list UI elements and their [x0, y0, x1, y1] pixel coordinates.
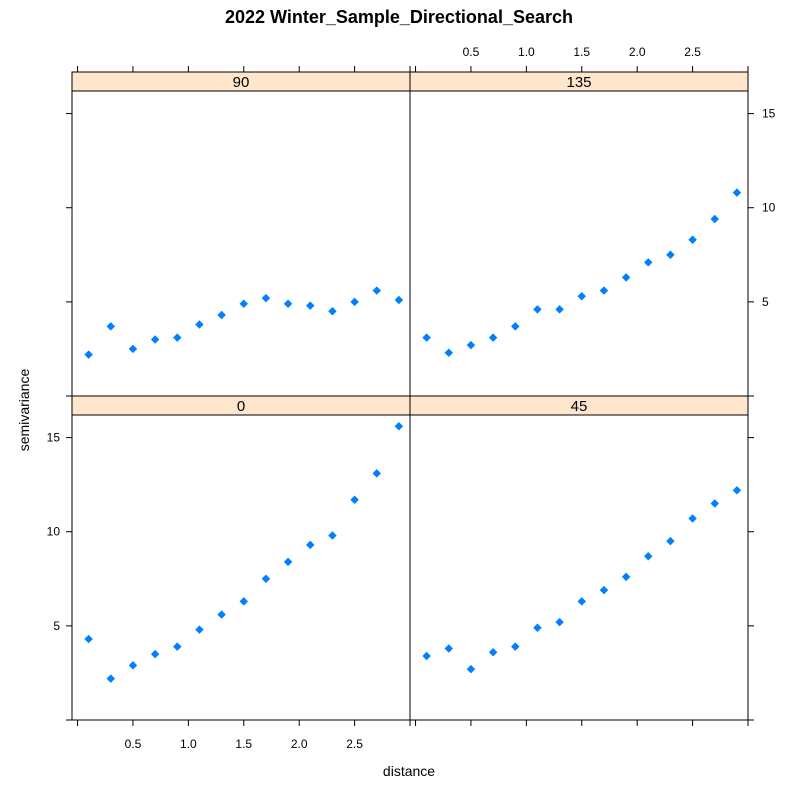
data-point — [732, 188, 742, 197]
x-tick-label: 1.0 — [518, 45, 535, 59]
panel-45: 45 — [409, 395, 749, 721]
data-point — [577, 597, 587, 606]
data-point — [422, 651, 431, 661]
strip-label: 135 — [566, 74, 591, 91]
data-point — [84, 634, 93, 644]
data-point — [195, 625, 204, 634]
data-point — [150, 649, 160, 659]
data-point — [128, 661, 138, 670]
data-point — [106, 322, 116, 331]
x-axis-label: distance — [383, 763, 435, 779]
data-point — [466, 664, 476, 674]
chart-title: 2022 Winter_Sample_Directional_Search — [225, 7, 573, 27]
data-point — [488, 333, 498, 342]
panel-frame — [409, 90, 749, 397]
x-tick-label: 2.0 — [291, 737, 308, 751]
data-point — [217, 610, 226, 619]
data-point — [306, 301, 315, 310]
data-point — [217, 310, 226, 320]
x-tick-label: 1.0 — [180, 737, 197, 751]
data-point — [666, 250, 675, 260]
panel-0: 0 — [71, 395, 411, 721]
x-tick-label: 0.5 — [125, 737, 142, 751]
data-point — [283, 299, 293, 308]
y-tick-label: 10 — [762, 201, 776, 215]
data-point — [621, 572, 631, 582]
data-point — [644, 551, 653, 561]
data-point — [666, 536, 675, 546]
panel-frame — [409, 414, 749, 721]
data-point — [150, 335, 160, 344]
strip-label: 0 — [237, 398, 245, 415]
data-point — [239, 597, 249, 606]
panel-90: 90 — [71, 71, 411, 397]
data-point — [511, 322, 520, 331]
data-point — [621, 273, 631, 282]
panel-frame — [71, 414, 411, 721]
data-point — [328, 531, 337, 540]
data-point — [422, 333, 431, 342]
data-point — [372, 286, 381, 295]
data-point — [599, 286, 609, 295]
data-point — [488, 647, 498, 657]
data-point — [533, 623, 542, 632]
data-point — [84, 350, 93, 359]
data-point — [394, 295, 404, 305]
data-point — [511, 642, 520, 651]
data-point — [710, 499, 719, 508]
data-point — [444, 348, 454, 357]
data-point — [688, 235, 697, 244]
data-point — [173, 333, 182, 342]
x-tick-label: 1.5 — [573, 45, 590, 59]
data-point — [106, 674, 116, 683]
data-point — [533, 305, 542, 314]
x-tick-label: 1.5 — [235, 737, 252, 751]
y-tick-label: 5 — [53, 619, 60, 633]
x-tick-label: 2.5 — [346, 737, 363, 751]
x-tick-label: 0.5 — [463, 45, 480, 59]
panel-135: 135 — [409, 71, 749, 397]
data-point — [444, 644, 454, 653]
data-point — [173, 642, 182, 651]
data-point — [555, 617, 564, 627]
data-point — [394, 422, 404, 431]
data-point — [466, 340, 476, 350]
data-point — [283, 557, 293, 567]
panel-group: 90 135 0 45 0.5 1.0 1.5 2.0 2.5 0.5 1.0 1.5 2.0 2.5 5 1… — [47, 45, 776, 751]
data-point — [372, 469, 381, 478]
y-tick-label: 15 — [762, 107, 776, 121]
data-point — [710, 214, 719, 224]
data-point — [599, 585, 609, 595]
data-point — [261, 574, 271, 584]
data-point — [732, 486, 742, 495]
y-axis-label: semivariance — [16, 369, 32, 452]
x-tick-label: 2.0 — [629, 45, 646, 59]
data-point — [306, 540, 315, 550]
y-tick-label: 10 — [47, 525, 61, 539]
data-point — [350, 297, 359, 307]
data-point — [328, 307, 337, 316]
data-point — [350, 495, 359, 504]
strip-label: 45 — [571, 398, 588, 415]
data-point — [688, 514, 697, 523]
strip-label: 90 — [233, 74, 250, 91]
x-tick-label: 2.5 — [684, 45, 701, 59]
y-tick-label: 15 — [47, 431, 61, 445]
data-point — [261, 293, 271, 303]
data-point — [239, 299, 249, 308]
data-point — [195, 320, 204, 329]
data-point — [555, 305, 564, 314]
data-point — [128, 344, 138, 354]
data-point — [577, 291, 587, 301]
y-tick-label: 5 — [762, 295, 769, 309]
panel-frame — [71, 90, 411, 397]
data-point — [644, 258, 653, 267]
